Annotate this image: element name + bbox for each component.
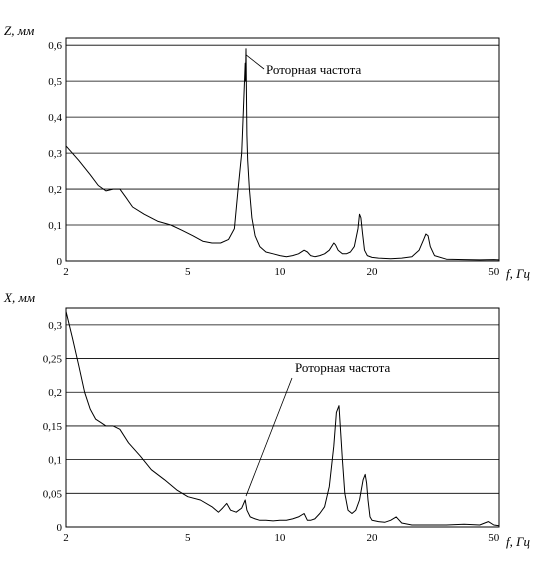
x-tick-label: 2 <box>63 266 69 278</box>
x-tick-label: 50 <box>488 532 500 544</box>
y-tick-label: 0,2 <box>48 387 62 399</box>
x-tick-label: 5 <box>185 532 191 544</box>
y-tick-label: 0,3 <box>48 148 62 160</box>
x-tick-label: 5 <box>185 266 191 278</box>
annotation-leader <box>245 377 293 497</box>
x-tick-label: 20 <box>367 532 379 544</box>
y-tick-label: 0,4 <box>48 112 62 124</box>
plot-frame <box>65 307 500 528</box>
x-tick-label: 2 <box>63 532 69 544</box>
x-tick-label: 10 <box>274 266 286 278</box>
series-line <box>65 311 500 527</box>
y-tick-label: 0 <box>57 256 63 268</box>
y-tick-label: 0,1 <box>48 220 62 232</box>
y-tick-label: 0,6 <box>48 40 62 52</box>
x-tick-label: 10 <box>274 532 286 544</box>
annotation-label: Роторная частота <box>266 62 361 77</box>
x-tick-label: 50 <box>488 266 500 278</box>
chart-x-displacement: X, мм f, Гц 0 0,05 0,1 0,15 0,2 0,25 0,3 2 5 10 2… <box>3 290 531 549</box>
x-axis-label: f, Гц <box>506 266 531 281</box>
y-tick-label: 0,2 <box>48 184 62 196</box>
series-line <box>65 48 500 261</box>
y-tick-label: 0,25 <box>43 354 63 366</box>
y-tick-label: 0,05 <box>43 488 63 500</box>
y-tick-label: 0,15 <box>43 421 63 433</box>
x-tick-label: 20 <box>367 266 379 278</box>
y-tick-label: 0,1 <box>48 455 62 467</box>
chart-z-displacement: Z, мм f, Гц 0 0,1 0,2 0,3 0,4 0,5 0,6 2 5 10 20 50… <box>4 23 531 281</box>
y-tick-label: 0 <box>57 522 63 534</box>
annotation-leader <box>245 54 265 70</box>
x-axis-label: f, Гц <box>506 534 531 549</box>
y-tick-label: 0,3 <box>48 320 62 332</box>
annotation-label: Роторная частота <box>295 360 390 375</box>
plot-frame <box>65 37 500 262</box>
y-tick-label: 0,5 <box>48 76 62 88</box>
y-axis-label: X, мм <box>3 290 35 305</box>
y-axis-label: Z, мм <box>4 23 34 38</box>
